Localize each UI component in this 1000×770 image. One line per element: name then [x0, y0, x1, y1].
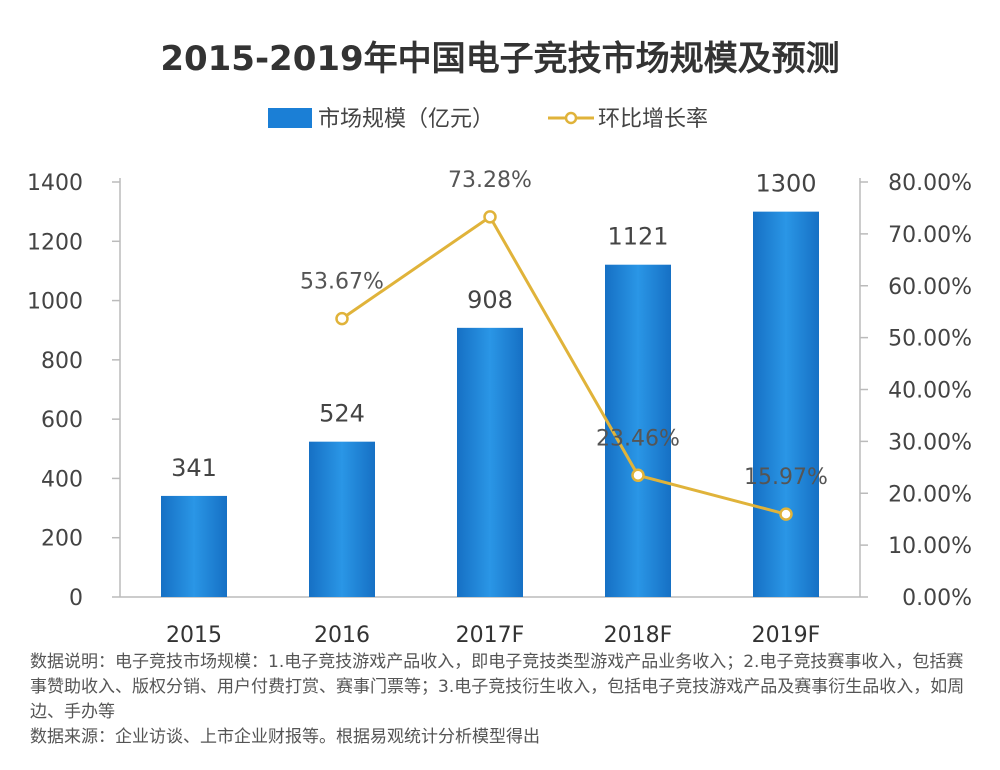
bar-value-label: 1300	[755, 170, 816, 198]
y-right-tick-label: 0.00%	[902, 586, 972, 611]
x-tick-label: 2016	[314, 623, 370, 648]
bar-value-label: 524	[319, 400, 365, 428]
legend-swatch-bar	[268, 108, 312, 128]
growth-value-label: 53.67%	[300, 270, 384, 295]
x-tick-label: 2019F	[752, 623, 821, 648]
legend-marker-line	[564, 111, 578, 125]
growth-point-2019F	[779, 507, 793, 521]
y-left-tick-label: 1400	[27, 171, 83, 196]
legend: 市场规模（亿元） 环比增长率	[268, 107, 708, 132]
bar-value-label: 341	[171, 454, 217, 482]
chart-notes: 数据说明：电子竞技市场规模：1.电子竞技游戏产品收入，即电子竞技类型游戏产品业务…	[30, 650, 980, 750]
bar-series	[161, 211, 819, 597]
data-description: 数据说明：电子竞技市场规模：1.电子竞技游戏产品收入，即电子竞技类型游戏产品业务…	[30, 652, 965, 722]
y-left-tick-label: 400	[41, 467, 83, 492]
y-left-tick-label: 200	[41, 527, 83, 552]
y-right-tick-label: 30.00%	[888, 430, 972, 455]
growth-point-2017F	[483, 210, 497, 224]
axes: 0 200 400 600 800 1000 1200 1400 0.00% 10.00% 20.0…	[27, 171, 972, 648]
x-tick-label: 2017F	[456, 623, 525, 648]
bar-2018F	[605, 264, 671, 597]
bar-2015	[161, 495, 227, 597]
chart-canvas: 2015-2019年中国电子竞技市场规模及预测 市场规模（亿元） 环比增长率 0 2…	[27, 39, 972, 648]
growth-value-label: 15.97%	[744, 465, 828, 490]
y-right-tick-label: 10.00%	[888, 534, 972, 559]
growth-point-2016	[335, 311, 349, 326]
y-left-tick-label: 0	[69, 586, 83, 611]
y-right-tick-label: 40.00%	[888, 379, 972, 404]
bar-value-label: 1121	[607, 223, 668, 251]
y-right-tick-label: 60.00%	[888, 275, 972, 300]
line-series	[335, 210, 793, 521]
y-left-tick-label: 1000	[27, 290, 83, 315]
y-right-tick-label: 20.00%	[888, 482, 972, 507]
growth-point-2018F	[631, 468, 645, 483]
bar-2017F	[457, 327, 523, 597]
y-right-tick-label: 50.00%	[888, 327, 972, 352]
y-left-tick-label: 600	[41, 408, 83, 433]
y-right-tick-label: 70.00%	[888, 223, 972, 248]
data-labels: 341 524 908 1121 1300 53.67% 73.28% 23.46% 15.97…	[171, 168, 828, 490]
bar-2019F	[753, 211, 819, 597]
x-tick-label: 2018F	[604, 623, 673, 648]
data-source: 数据来源：企业访谈、上市企业财报等。根据易观统计分析模型得出	[30, 727, 540, 747]
growth-value-label: 73.28%	[448, 168, 532, 193]
legend-label-bar: 市场规模（亿元）	[318, 107, 494, 132]
growth-line	[341, 214, 787, 516]
bar-value-label: 908	[467, 286, 513, 314]
y-left-tick-label: 800	[41, 349, 83, 374]
bar-2016	[309, 441, 375, 597]
y-right-tick-label: 80.00%	[888, 171, 972, 196]
legend-label-line: 环比增长率	[598, 107, 708, 132]
x-tick-label: 2015	[166, 623, 222, 648]
y-left-tick-label: 1200	[27, 230, 83, 255]
chart-title: 2015-2019年中国电子竞技市场规模及预测	[160, 39, 839, 79]
growth-value-label: 23.46%	[596, 426, 680, 451]
